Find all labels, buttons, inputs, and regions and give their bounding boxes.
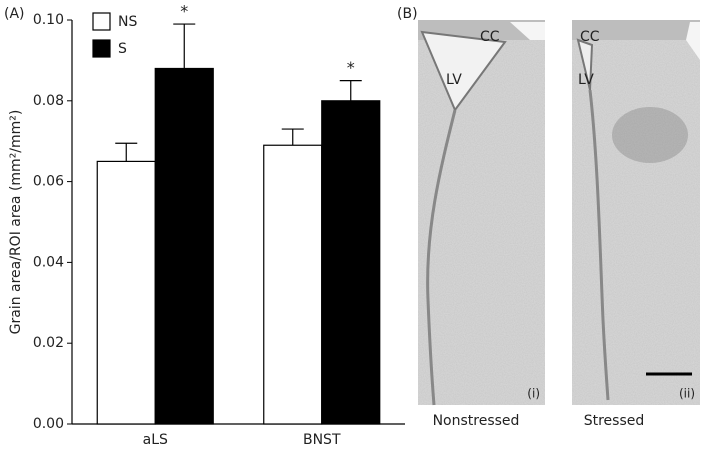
image-caption: Stressed [584,413,645,429]
micrograph [572,20,700,405]
image-tag: (i) [527,387,540,401]
bar [321,100,381,425]
x-tick-label: BNST [303,432,341,448]
y-axis-label: Grain area/ROI area (mm²/mm²) [8,110,24,335]
y-tick-label: 0.06 [33,174,64,190]
legend-label: S [118,41,127,57]
image-caption: Nonstressed [433,413,520,429]
y-tick-label: 0.02 [33,335,64,351]
bar [263,144,323,425]
y-tick-label: 0.04 [33,254,64,270]
micrograph [418,20,545,406]
significance-marker: * [180,2,188,21]
significance-marker: * [347,58,355,77]
y-tick-label: 0.08 [33,93,64,109]
image-label: LV [578,72,594,88]
panel-label: (A) [4,6,25,22]
y-tick-label: 0.00 [33,416,64,432]
bar [96,160,156,425]
legend-swatch [92,39,111,58]
image-tag: (ii) [679,387,695,401]
bar [154,67,214,425]
image-label: LV [446,72,462,88]
legend-label: NS [118,14,137,30]
image-label: CC [480,29,500,45]
image-label: CC [580,29,600,45]
y-tick-label: 0.10 [33,12,64,28]
x-tick-label: aLS [143,432,168,448]
panel-label: (B) [397,6,418,22]
legend-swatch [92,12,111,31]
